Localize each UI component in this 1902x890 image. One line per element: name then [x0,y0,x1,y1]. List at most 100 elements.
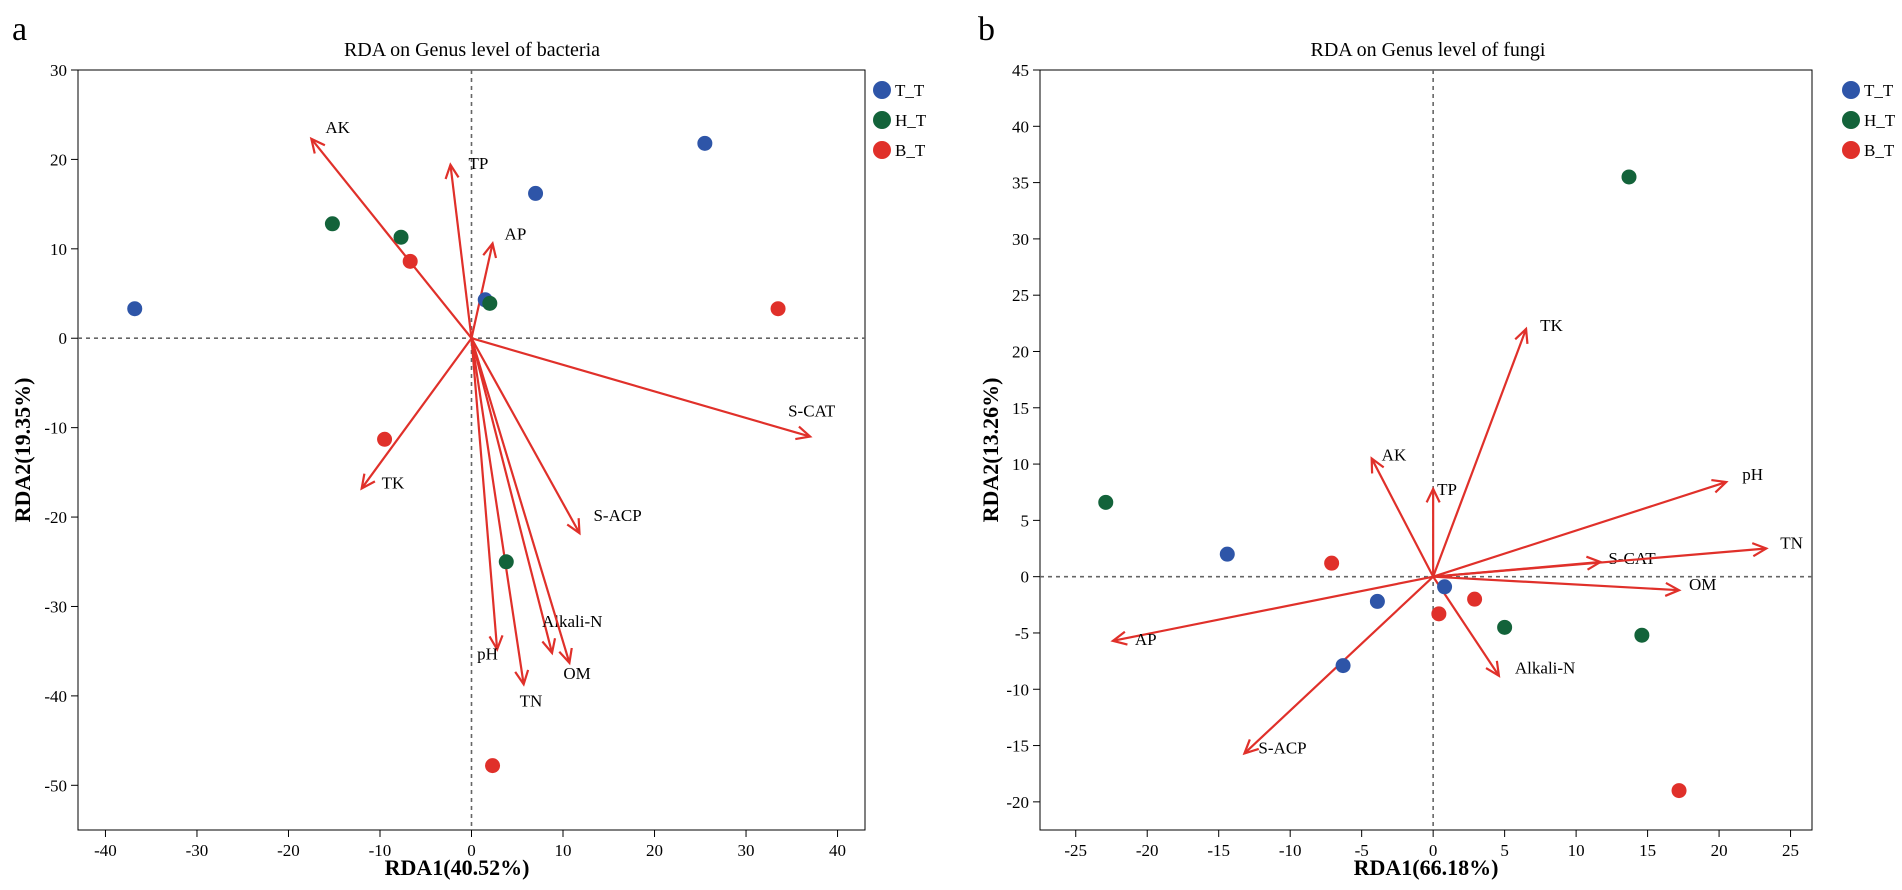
panel-a-title: RDA on Genus level of bacteria [344,39,600,61]
legend-label-t_t: T_T [1864,81,1894,100]
data-point-h_t [1634,627,1650,643]
vector-label-ph: pH [477,644,498,663]
vector-arrow-ap [1110,575,1434,646]
vector-label-tp: TP [1437,480,1457,499]
data-point-h_t [1098,494,1114,510]
vector-arrow-ap [470,240,498,339]
legend-label-h_t: H_T [1864,111,1896,130]
vector-label-s-cat: S-CAT [1608,549,1656,568]
panel-a-x-ticks: -40 -30 -20 -10 0 10 20 30 40 [94,830,846,860]
x-tick-label: 20 [1711,841,1728,860]
y-tick-label: 40 [1012,117,1029,136]
vector-label-ap: AP [505,224,527,243]
vector-arrow-ak [309,136,473,339]
vector-label-ak: AK [325,118,350,137]
panel-b-legend: T_T H_T B_T [1842,81,1896,160]
vector-arrow-s-cat [471,337,813,441]
data-point-t_t [127,301,143,317]
data-point-h_t [324,216,340,232]
vector-arrow-s-acp [470,337,581,536]
y-tick-label: 35 [1012,174,1029,193]
panel-b: b RDA on Genus level of fungi -20 -15 -10 -… [978,11,1896,880]
panel-b-x-axis-label: RDA1(66.18%) [1354,855,1499,880]
x-tick-label: 0 [1429,841,1438,860]
x-tick-label: -20 [277,841,300,860]
vector-label-tk: TK [1540,316,1563,335]
y-tick-label: -15 [1006,737,1029,756]
y-tick-label: 0 [59,329,68,348]
panel-b-title: RDA on Genus level of fungi [1311,39,1546,61]
x-tick-label: 15 [1639,841,1656,860]
vector-label-s-acp: S-ACP [1258,738,1306,757]
vector-arrow-tp [1425,486,1441,577]
x-tick-label: 5 [1500,841,1509,860]
panel-a-points [127,135,786,774]
vector-label-ak: AK [1382,445,1407,464]
panel-a-y-ticks: -50 -40 -30 -20 -10 0 10 20 30 [44,61,78,795]
vector-label-s-acp: S-ACP [593,506,641,525]
vector-label-tp: TP [468,154,488,173]
panel-b-label: b [978,11,995,48]
data-point-t_t [1219,546,1235,562]
legend-label-h_t: H_T [895,111,927,130]
x-tick-label: 25 [1782,841,1799,860]
data-point-b_t [1324,555,1340,571]
y-tick-label: 25 [1012,286,1029,305]
data-point-t_t [1335,658,1351,674]
vector-label-s-cat: S-CAT [788,402,836,421]
vector-arrow-tp [444,162,473,339]
x-tick-label: -10 [1279,841,1302,860]
vector-arrow-ph [470,338,504,652]
panel-a: a RDA on Genus level of bacteria -50-40-… [10,11,927,880]
y-tick-label: -5 [1015,624,1029,643]
vector-label-ap: AP [1135,630,1157,649]
vector-label-om: OM [1689,575,1716,594]
x-tick-label: -20 [1136,841,1159,860]
data-point-b_t [1431,606,1447,622]
y-tick-label: -40 [44,687,67,706]
data-point-t_t [528,185,544,201]
y-tick-label: 0 [1021,568,1030,587]
vector-arrow-tk [1432,326,1529,578]
vector-arrow-ph [1432,478,1729,578]
y-tick-label: -10 [44,419,67,438]
legend-marker-b_t [1842,141,1860,159]
legend-marker-t_t [873,81,891,99]
data-point-h_t [1621,169,1637,185]
vector-label-tk: TK [382,473,405,492]
x-tick-label: -5 [1355,841,1369,860]
data-point-b_t [485,758,501,774]
x-tick-label: -30 [186,841,209,860]
panel-b-x-ticks: -25 -20 -15 -10 -5 0 5 10 15 20 25 [1064,830,1799,860]
data-point-b_t [1467,591,1483,607]
vector-arrow-tn [1433,542,1769,578]
panel-a-vectors: AK TP AP S-CAT TK S-ACP Alkali-N OM pH TN [309,118,836,710]
vector-label-alkali-n: Alkali-N [1515,659,1575,678]
panel-a-x-axis-label: RDA1(40.52%) [385,855,530,880]
data-point-b_t [770,301,786,317]
vector-label-ph: pH [1742,465,1763,484]
x-tick-label: 0 [467,841,476,860]
y-tick-label: 10 [1012,455,1029,474]
y-tick-label: -30 [44,597,67,616]
x-tick-label: -15 [1207,841,1230,860]
vector-arrow-om [470,337,573,666]
x-tick-label: -25 [1064,841,1087,860]
legend-marker-t_t [1842,81,1860,99]
y-tick-label: -20 [1006,793,1029,812]
panel-b-points [1098,169,1687,799]
y-tick-label: -10 [1006,680,1029,699]
panel-a-label: a [12,11,27,48]
data-point-h_t [482,295,498,311]
y-tick-label: -20 [44,508,67,527]
panel-b-y-axis-label: RDA2(13.26%) [978,378,1003,523]
data-point-t_t [697,135,713,151]
data-point-b_t [377,431,393,447]
panel-b-vectors: TK AK TP pH S-CAT TN OM Alkali-N AP S-ACP [1110,316,1803,757]
legend-marker-h_t [1842,111,1860,129]
vector-arrow-ak [1370,456,1435,578]
panel-a-y-axis-label: RDA2(19.35%) [10,378,35,523]
vector-label-alkali-n: Alkali-N [542,612,602,631]
